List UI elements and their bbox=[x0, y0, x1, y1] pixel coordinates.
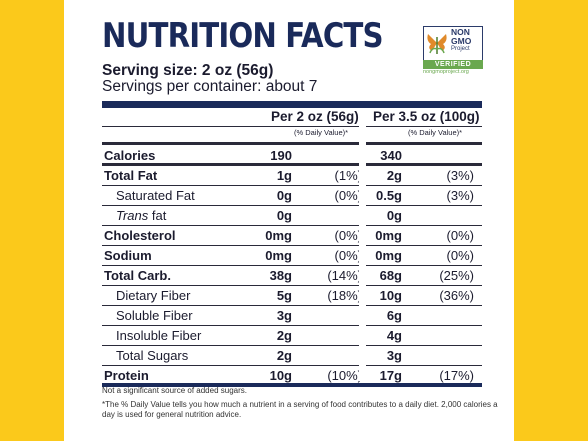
nutrient-label: Total Carb. bbox=[104, 268, 171, 283]
amount-2oz: 0g bbox=[276, 188, 292, 203]
percent-2oz: (0%) bbox=[334, 248, 362, 263]
table-bottom-rule bbox=[102, 383, 482, 387]
badge-url: nongmoproject.org bbox=[423, 69, 469, 75]
amount-3.5oz: 2g bbox=[386, 168, 402, 183]
serving-size: Serving size: 2 oz (56g) bbox=[102, 62, 274, 79]
column-header-3.5oz: Per 3.5 oz (100g) bbox=[373, 109, 480, 124]
nutrient-label: Trans fat bbox=[116, 208, 167, 223]
amount-3.5oz: 17g bbox=[379, 368, 402, 383]
header-thick-rule bbox=[102, 101, 482, 108]
row-separator bbox=[102, 285, 482, 286]
amount-3.5oz: 0g bbox=[386, 208, 402, 223]
badge-non: NON bbox=[451, 27, 470, 37]
daily-value-header-3.5oz: (% Daily Value)* bbox=[408, 128, 463, 137]
amount-2oz: 10g bbox=[269, 368, 292, 383]
amount-2oz: 0mg bbox=[265, 248, 292, 263]
row-separator bbox=[102, 345, 482, 346]
row-separator bbox=[102, 185, 482, 186]
left-yellow-band bbox=[0, 0, 64, 441]
percent-3.5oz: (25%) bbox=[439, 268, 474, 283]
nutrient-row: Dietary Fiber 5g (18%) 10g (36%) bbox=[102, 286, 482, 306]
amount-2oz: 3g bbox=[276, 308, 292, 323]
row-separator bbox=[102, 225, 482, 226]
nutrient-label: Soluble Fiber bbox=[116, 308, 193, 323]
amount-2oz: 0mg bbox=[265, 228, 292, 243]
page-title: NUTRITION FACTS bbox=[102, 16, 384, 56]
row-separator bbox=[102, 265, 482, 266]
amount-3.5oz: 0mg bbox=[375, 228, 402, 243]
percent-3.5oz: (0%) bbox=[446, 228, 474, 243]
column-header-2oz: Per 2 oz (56g) bbox=[271, 109, 359, 124]
amount-3.5oz: 340 bbox=[380, 148, 402, 163]
amount-3.5oz: 0mg bbox=[375, 248, 402, 263]
percent-3.5oz: (3%) bbox=[446, 168, 474, 183]
percent-2oz: (0%) bbox=[334, 188, 362, 203]
servings-per-container: Servings per container: about 7 bbox=[102, 78, 318, 95]
percent-2oz: (1%) bbox=[334, 168, 362, 183]
percent-2oz: (18%) bbox=[327, 288, 362, 303]
amount-2oz: 190 bbox=[270, 148, 292, 163]
daily-value-header-2oz: (% Daily Value)* bbox=[294, 128, 349, 137]
butterfly-icon bbox=[427, 34, 447, 54]
nutrient-label: Total Sugars bbox=[116, 348, 189, 363]
nutrient-label: Calories bbox=[104, 148, 156, 163]
nutrient-label: Sodium bbox=[104, 248, 152, 263]
nutrient-row: Total Sugars 2g 3g bbox=[102, 346, 482, 366]
footnote-sugars: Not a significant source of added sugars… bbox=[102, 386, 247, 395]
nutrient-label: Total Fat bbox=[104, 168, 158, 183]
row-separator bbox=[102, 163, 482, 166]
row-separator bbox=[102, 365, 482, 366]
amount-2oz: 5g bbox=[276, 288, 292, 303]
badge-project: Project bbox=[451, 46, 470, 52]
row-separator bbox=[102, 205, 482, 206]
row-separator bbox=[102, 325, 482, 326]
amount-2oz: 1g bbox=[276, 168, 292, 183]
amount-3.5oz: 4g bbox=[386, 328, 402, 343]
percent-2oz: (0%) bbox=[334, 228, 362, 243]
nutrition-panel: NUTRITION FACTS Serving size: 2 oz (56g)… bbox=[88, 0, 500, 441]
nutrient-row: Calories 190 340 bbox=[102, 146, 482, 166]
amount-2oz: 2g bbox=[276, 348, 292, 363]
amount-2oz: 2g bbox=[276, 328, 292, 343]
badge-gmo: GMO bbox=[451, 36, 472, 46]
nutrient-row: Insoluble Fiber 2g 4g bbox=[102, 326, 482, 346]
nutrient-row: Total Fat 1g (1%) 2g (3%) bbox=[102, 166, 482, 186]
amount-3.5oz: 3g bbox=[386, 348, 402, 363]
amount-3.5oz: 10g bbox=[379, 288, 402, 303]
amount-3.5oz: 6g bbox=[386, 308, 402, 323]
footnote-daily-value: *The % Daily Value tells you how much a … bbox=[102, 400, 498, 419]
amount-2oz: 38g bbox=[269, 268, 292, 283]
nutrient-label: Insoluble Fiber bbox=[116, 328, 202, 343]
percent-2oz: (10%) bbox=[327, 368, 362, 383]
column-divider bbox=[359, 109, 366, 381]
nutrient-row: Total Carb. 38g (14%) 68g (25%) bbox=[102, 266, 482, 286]
nutrient-row: Sodium 0mg (0%) 0mg (0%) bbox=[102, 246, 482, 266]
row-separator bbox=[102, 245, 482, 246]
right-yellow-band bbox=[514, 0, 588, 441]
nutrient-row: Cholesterol 0mg (0%) 0mg (0%) bbox=[102, 226, 482, 246]
nutrient-label: Dietary Fiber bbox=[116, 288, 191, 303]
amount-3.5oz: 0.5g bbox=[375, 188, 402, 203]
amount-2oz: 0g bbox=[276, 208, 292, 223]
amount-3.5oz: 68g bbox=[379, 268, 402, 283]
nutrient-row: Protein 10g (10%) 17g (17%) bbox=[102, 366, 482, 386]
percent-2oz: (14%) bbox=[327, 268, 362, 283]
percent-3.5oz: (17%) bbox=[439, 368, 474, 383]
nutrient-row: Soluble Fiber 3g 6g bbox=[102, 306, 482, 326]
row-separator bbox=[102, 142, 482, 145]
nutrient-row: Saturated Fat 0g (0%) 0.5g (3%) bbox=[102, 186, 482, 206]
percent-3.5oz: (36%) bbox=[439, 288, 474, 303]
column-header-rule bbox=[102, 126, 482, 127]
nutrient-label: Protein bbox=[104, 368, 149, 383]
nutrient-row: Trans fat 0g 0g bbox=[102, 206, 482, 226]
percent-3.5oz: (0%) bbox=[446, 248, 474, 263]
nutrient-label: Cholesterol bbox=[104, 228, 176, 243]
non-gmo-badge: NON GMO Project VERIFIED nongmoproject.o… bbox=[423, 26, 483, 75]
row-separator bbox=[102, 305, 482, 306]
nutrient-label: Saturated Fat bbox=[116, 188, 195, 203]
percent-3.5oz: (3%) bbox=[446, 188, 474, 203]
badge-verified: VERIFIED bbox=[423, 60, 483, 69]
